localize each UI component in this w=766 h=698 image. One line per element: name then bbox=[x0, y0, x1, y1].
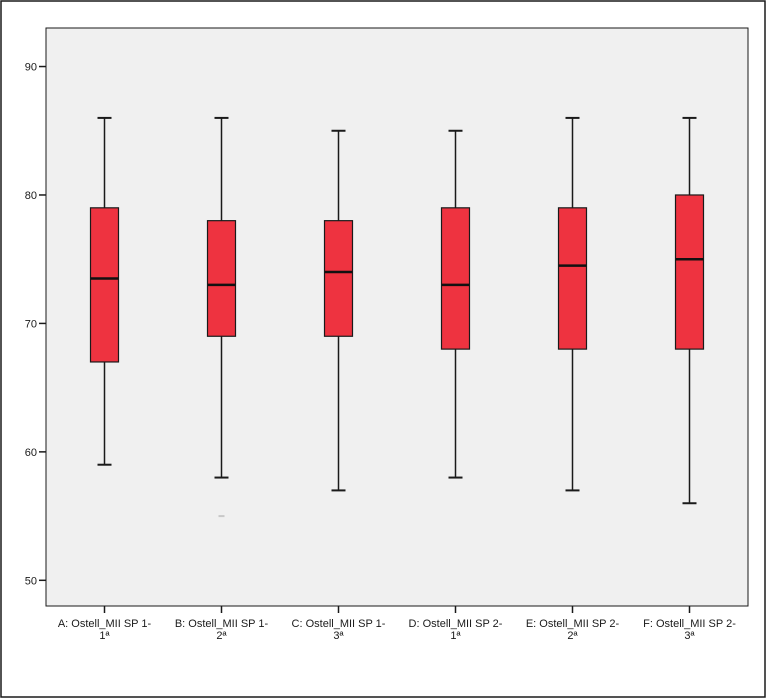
y-tick-label: 60 bbox=[25, 447, 37, 459]
y-axis: 50 60 70 80 90 bbox=[25, 62, 46, 587]
iqr-box bbox=[674, 194, 705, 350]
iqr-box bbox=[440, 207, 471, 350]
x-tick-label-line2: 2ª bbox=[567, 630, 578, 642]
x-axis: A: Ostell_MII SP 1-1ªB: Ostell_MII SP 1-… bbox=[58, 606, 736, 642]
x-tick-label-line2: 3ª bbox=[333, 630, 344, 642]
iqr-box bbox=[206, 220, 237, 337]
box-series bbox=[89, 116, 705, 518]
y-tick-label: 90 bbox=[25, 62, 37, 74]
x-tick-label: E: Ostell_MII SP 2- bbox=[526, 618, 620, 630]
iqr-box bbox=[89, 207, 120, 363]
box-b bbox=[206, 116, 237, 518]
plot-area bbox=[45, 27, 749, 607]
x-tick-label-line2: 2ª bbox=[216, 630, 227, 642]
x-tick-label: D: Ostell_MII SP 2- bbox=[409, 618, 503, 630]
x-tick-label: F: Ostell_MII SP 2- bbox=[643, 618, 736, 630]
y-tick-label: 50 bbox=[25, 575, 37, 587]
x-tick-label-line2: 1ª bbox=[450, 630, 461, 642]
iqr-box bbox=[323, 220, 354, 337]
box-f bbox=[674, 116, 705, 505]
x-tick-label: B: Ostell_MII SP 1- bbox=[175, 618, 269, 630]
box-e bbox=[557, 116, 588, 492]
iqr-box bbox=[557, 207, 588, 350]
x-tick-label-line2: 3ª bbox=[684, 630, 695, 642]
box-d bbox=[440, 129, 471, 479]
box-c bbox=[323, 129, 354, 492]
y-tick-label: 80 bbox=[25, 190, 37, 202]
x-tick-label: A: Ostell_MII SP 1- bbox=[58, 618, 152, 630]
box-a bbox=[89, 116, 120, 466]
x-tick-label-line2: 1ª bbox=[99, 630, 110, 642]
y-tick-label: 70 bbox=[25, 318, 37, 330]
x-tick-label: C: Ostell_MII SP 1- bbox=[292, 618, 386, 630]
